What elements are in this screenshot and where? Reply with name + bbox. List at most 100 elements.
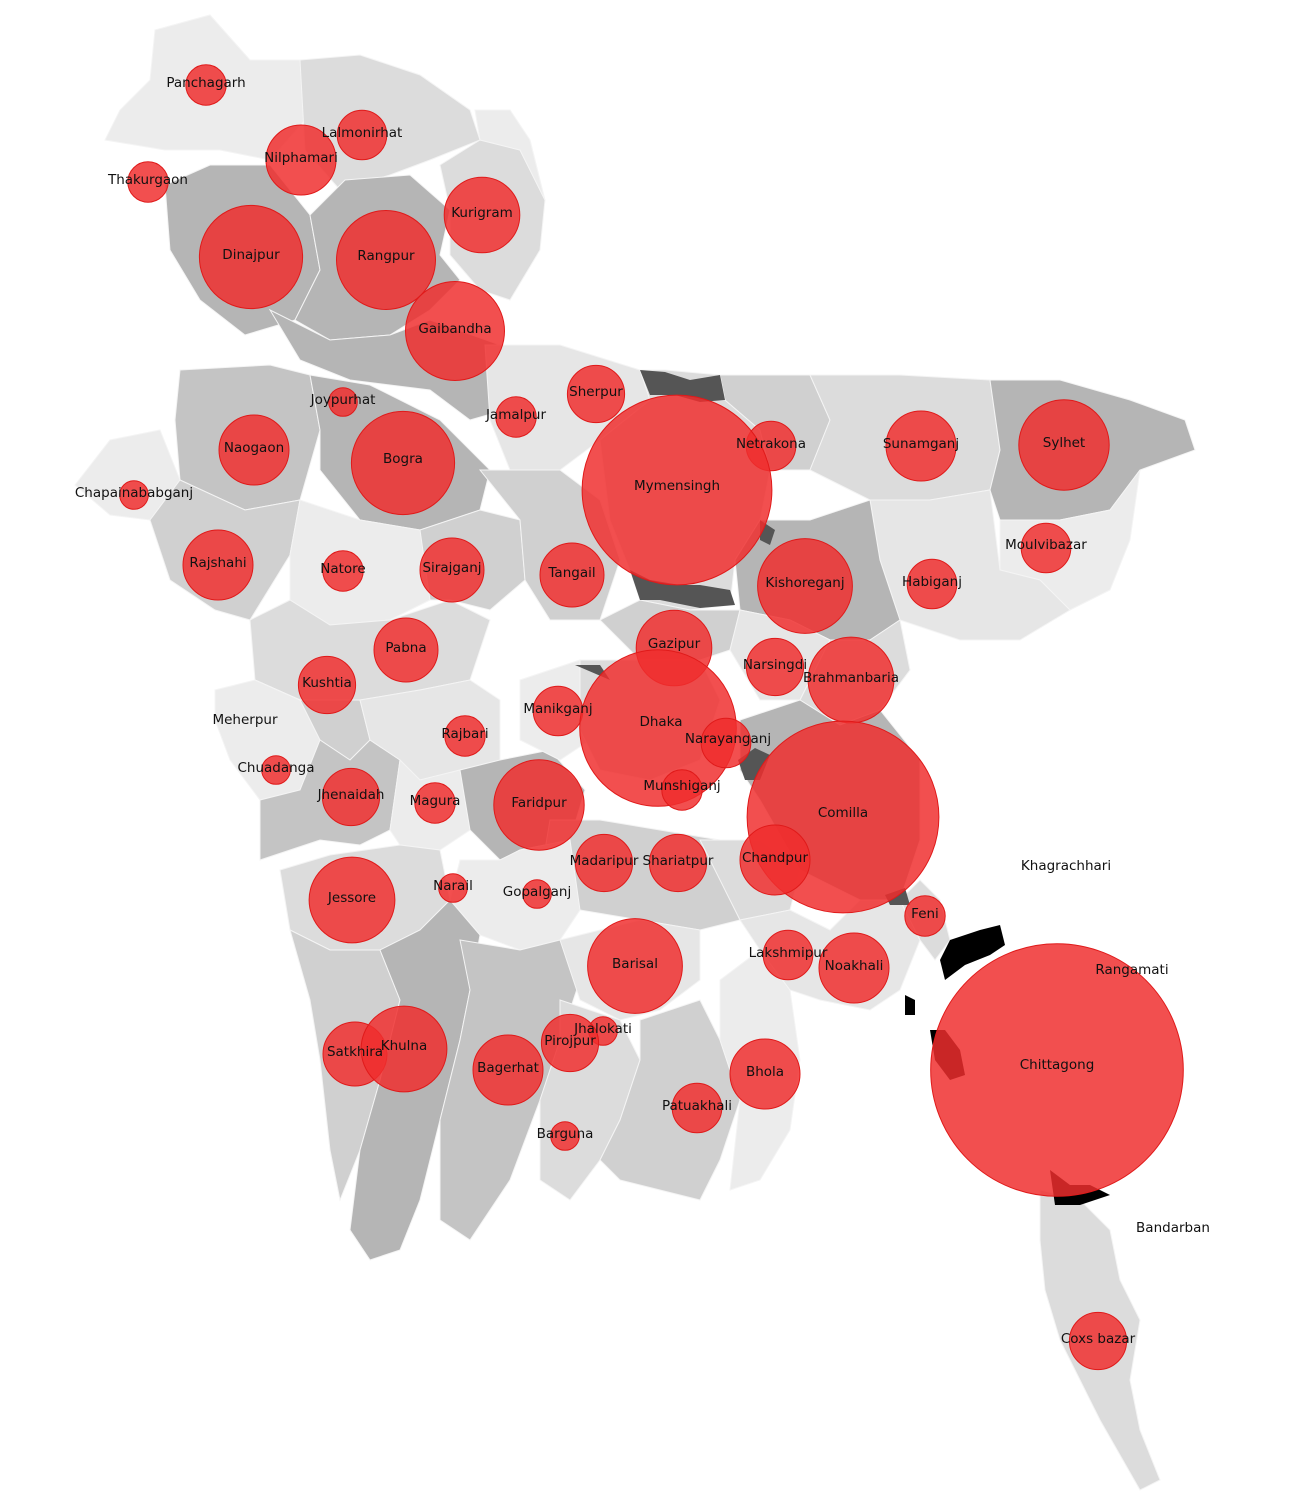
label-narail: Narail — [433, 878, 473, 894]
bubble-panchagarh — [185, 64, 227, 106]
label-lalmonirhat: Lalmonirhat — [322, 125, 403, 141]
label-sylhet: Sylhet — [1043, 435, 1085, 451]
bubble-chuadanga — [261, 755, 291, 785]
bubble-chapainababganj — [119, 480, 149, 510]
label-feni: Feni — [911, 906, 939, 922]
label-rangpur: Rangpur — [357, 248, 415, 264]
bubble-coxs-bazar — [1068, 1311, 1128, 1371]
highlighted-district-region — [940, 925, 1005, 980]
district-bubbles — [119, 64, 1184, 1371]
bubble-sunamganj — [885, 410, 957, 482]
bubble-shariatpur — [648, 833, 708, 893]
label-bogra: Bogra — [383, 451, 423, 467]
label-noakhali: Noakhali — [825, 958, 884, 974]
label-coxs-bazar: Coxs bazar — [1061, 1331, 1136, 1347]
label-pabna: Pabna — [385, 640, 426, 656]
label-narayanganj: Narayanganj — [685, 731, 771, 747]
label-bhola: Bhola — [746, 1064, 784, 1080]
bubble-gopalganj — [522, 879, 552, 909]
label-rajbari: Rajbari — [441, 726, 488, 742]
label-kushtia: Kushtia — [302, 675, 352, 691]
district-region — [474, 109, 546, 201]
bubble-faridpur — [493, 759, 585, 851]
label-dinajpur: Dinajpur — [222, 247, 280, 263]
bubble-madaripur — [574, 833, 634, 893]
bubble-narayanganj — [700, 717, 752, 769]
bubble-pabna — [373, 617, 439, 683]
bubble-munshiganj — [661, 769, 703, 811]
bubble-lalmonirhat — [336, 109, 388, 161]
label-meherpur: Meherpur — [212, 712, 277, 728]
label-gopalganj: Gopalganj — [503, 884, 571, 900]
label-lakshmipur: Lakshmipur — [749, 945, 828, 961]
label-jessore: Jessore — [327, 890, 376, 906]
bubble-rangpur — [336, 210, 436, 310]
bubble-magura — [414, 782, 456, 824]
label-sherpur: Sherpur — [569, 384, 623, 400]
bubble-noakhali — [818, 932, 890, 1004]
label-habiganj: Habiganj — [902, 574, 962, 590]
label-faridpur: Faridpur — [511, 795, 567, 811]
bubble-khulna — [360, 1005, 448, 1093]
label-bagerhat: Bagerhat — [477, 1060, 539, 1076]
bubble-jessore — [308, 856, 396, 944]
label-barguna: Barguna — [537, 1126, 594, 1142]
label-khagrachhari: Khagrachhari — [1021, 858, 1111, 874]
bubble-rajshahi — [182, 529, 254, 601]
label-narsingdi: Narsingdi — [743, 657, 807, 673]
bubble-natore — [322, 550, 364, 592]
label-munshiganj: Munshiganj — [643, 778, 720, 794]
bubble-rajbari — [444, 715, 486, 757]
bubble-kushtia — [297, 655, 357, 715]
label-sirajganj: Sirajganj — [422, 560, 481, 576]
label-tangail: Tangail — [547, 565, 595, 581]
label-moulvibazar: Moulvibazar — [1005, 537, 1087, 553]
label-naogaon: Naogaon — [224, 440, 284, 456]
label-manikganj: Manikganj — [523, 701, 592, 717]
bubble-sirajganj — [419, 537, 485, 603]
bubble-jamalpur — [495, 396, 537, 438]
bubble-patuakhali — [671, 1082, 723, 1134]
bubble-barisal — [587, 918, 683, 1014]
label-joypurhat: Joypurhat — [310, 392, 376, 408]
bubble-nilphamari — [265, 124, 337, 196]
label-thakurgaon: Thakurgaon — [107, 172, 188, 188]
highlighted-district-region — [905, 995, 915, 1015]
district-labels: Panchagarh Lalmonirhat Nilphamari Thakurgao… — [75, 75, 1210, 1347]
label-barisal: Barisal — [612, 956, 658, 972]
bubble-kurigram — [443, 176, 521, 254]
label-jhenaidah: Jhenaidah — [317, 787, 385, 803]
label-magura: Magura — [410, 793, 461, 809]
highlighted-district-region — [630, 570, 735, 608]
bubble-tangail — [539, 542, 605, 608]
label-shariatpur: Shariatpur — [643, 853, 714, 869]
label-kishoreganj: Kishoreganj — [765, 575, 844, 591]
bubble-narail — [438, 873, 468, 903]
label-rajshahi: Rajshahi — [189, 555, 246, 571]
bubble-barguna — [550, 1121, 580, 1151]
bubble-habiganj — [906, 558, 958, 610]
bubble-dinajpur — [198, 204, 304, 310]
label-gaibandha: Gaibandha — [418, 321, 491, 337]
bubble-thakurgaon — [127, 161, 169, 203]
label-madaripur: Madaripur — [570, 853, 639, 869]
label-chapainababganj: Chapainababganj — [75, 485, 193, 501]
bubble-jhenaidah — [321, 767, 381, 827]
bubble-chandpur — [739, 824, 811, 896]
bubble-bhola — [729, 1038, 801, 1110]
label-gazipur: Gazipur — [648, 636, 701, 652]
label-chittagong: Chittagong — [1020, 1057, 1095, 1073]
bubble-moulvibazar — [1020, 522, 1072, 574]
label-pirojpur: Pirojpur — [544, 1033, 596, 1049]
bubble-sylhet — [1018, 399, 1110, 491]
label-sunamganj: Sunamganj — [883, 436, 959, 452]
label-dhaka: Dhaka — [639, 714, 682, 730]
bubble-feni — [904, 895, 946, 937]
label-jhalokati: Jhalokati — [573, 1021, 632, 1037]
label-rangamati: Rangamati — [1095, 962, 1168, 978]
label-kurigram: Kurigram — [451, 205, 513, 221]
bubble-naogaon — [218, 414, 290, 486]
label-jamalpur: Jamalpur — [485, 407, 547, 423]
district-region — [599, 999, 741, 1201]
